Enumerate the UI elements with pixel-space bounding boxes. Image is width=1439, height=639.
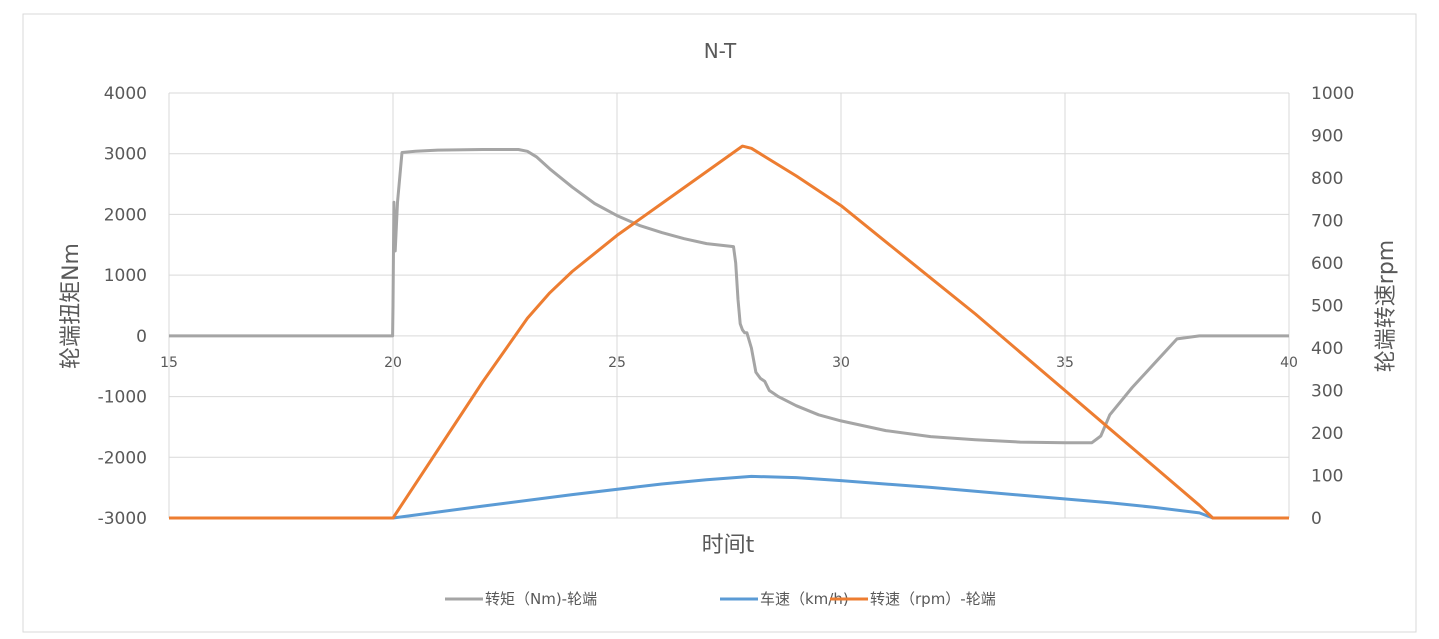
y-right-tick-label: 900	[1311, 127, 1343, 147]
x-tick-label: 35	[1056, 355, 1074, 371]
y-left-tick-label: 4000	[104, 84, 147, 104]
y-right-tick-label: 600	[1311, 254, 1343, 274]
y-right-tick-label: 500	[1311, 297, 1343, 317]
x-axis-title: 时间t	[702, 533, 755, 558]
y-left-tick-label: -3000	[98, 509, 147, 529]
x-tick-label: 25	[608, 355, 626, 371]
y-right-tick-label: 0	[1311, 509, 1322, 529]
series-layer	[169, 144, 1289, 520]
y-right-tick-label: 400	[1311, 339, 1343, 359]
legend-label-torque: 转矩（Nm)-轮端	[485, 590, 597, 608]
y-right-tick-label: 700	[1311, 212, 1343, 232]
chart-frame	[22, 13, 1417, 633]
y-right-tick-label: 1000	[1311, 84, 1354, 104]
y-left-tick-label: 2000	[104, 205, 147, 225]
y-axis-right-title: 轮端转速rpm	[1374, 240, 1399, 372]
x-tick-label: 15	[160, 355, 178, 371]
y-left-tick-label: 0	[136, 327, 147, 347]
chart-title: N-T	[704, 39, 737, 63]
y-axis-left-title: 轮端扭矩Nm	[59, 243, 84, 369]
y-right-tick-label: 200	[1311, 424, 1343, 444]
y-right-tick-label: 100	[1311, 467, 1343, 487]
y-left-tick-label: 1000	[104, 266, 147, 286]
y-right-tick-label: 800	[1311, 169, 1343, 189]
legend-label-speed_rpm: 转速（rpm）-轮端	[870, 590, 996, 608]
y-left-tick-label: 3000	[104, 145, 147, 165]
y-right-tick-label: 300	[1311, 382, 1343, 402]
axis-layer: -3000 -2000 -1000 0 1000 2000 3000 4000 0 100 200 3…	[98, 84, 1355, 529]
x-tick-label: 40	[1280, 355, 1298, 371]
y-left-tick-label: -1000	[98, 388, 147, 408]
series-line-speed_rpm	[169, 144, 1289, 520]
y-left-tick-label: -2000	[98, 448, 147, 468]
series-line-speed_kmh	[169, 474, 1289, 520]
legend-label-speed_kmh: 车速（km/h)	[760, 590, 849, 608]
x-tick-label: 20	[384, 355, 402, 371]
series-line-torque	[169, 148, 1289, 445]
x-tick-label: 30	[832, 355, 850, 371]
legend: 转矩（Nm)-轮端 车速（km/h) 转速（rpm）-轮端	[445, 590, 996, 608]
